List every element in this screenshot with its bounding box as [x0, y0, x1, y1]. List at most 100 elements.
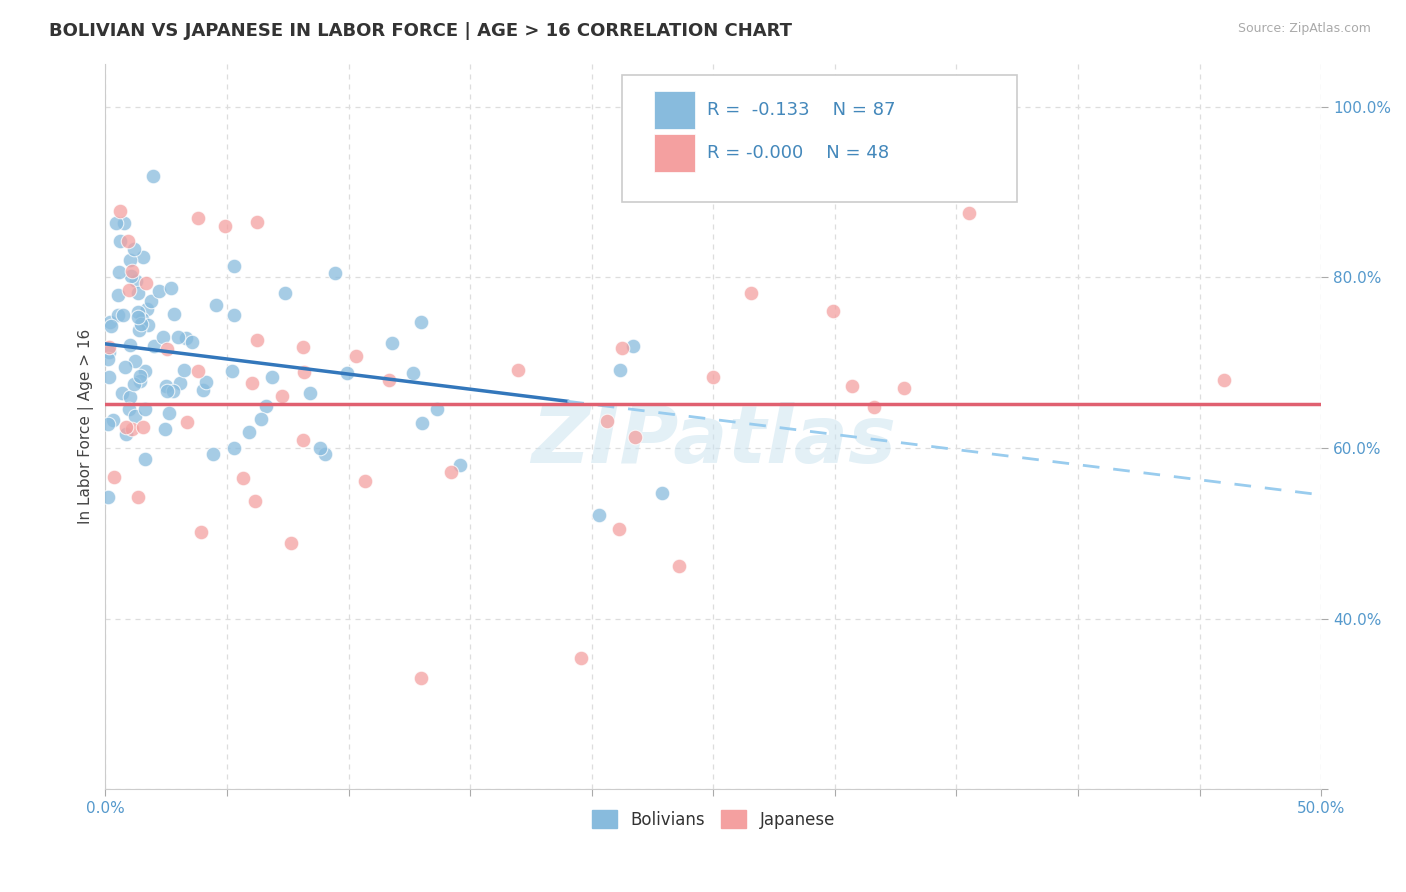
- Point: [323, 266, 346, 280]
- Point: [609, 363, 631, 377]
- Point: [131, 312, 153, 326]
- Point: [169, 376, 191, 390]
- Text: R =  -0.133    N = 87: R = -0.133 N = 87: [707, 101, 896, 119]
- Point: [292, 340, 315, 354]
- Point: [738, 168, 761, 182]
- Point: [128, 323, 150, 337]
- Point: [187, 364, 209, 378]
- Point: [120, 253, 142, 268]
- Point: [205, 298, 228, 312]
- Point: [254, 400, 277, 414]
- Point: [402, 366, 425, 380]
- Point: [157, 406, 180, 420]
- Point: [115, 420, 138, 434]
- Point: [134, 401, 156, 416]
- Point: [221, 364, 243, 378]
- Text: R = -0.000    N = 48: R = -0.000 N = 48: [707, 145, 890, 162]
- Point: [120, 268, 142, 283]
- Point: [97, 352, 120, 367]
- Point: [271, 389, 294, 403]
- Point: [124, 409, 146, 423]
- Point: [122, 376, 145, 391]
- Point: [1213, 373, 1236, 387]
- Point: [336, 367, 359, 381]
- Point: [132, 419, 155, 434]
- Point: [127, 310, 149, 324]
- Y-axis label: In Labor Force | Age > 16: In Labor Force | Age > 16: [79, 329, 94, 524]
- Point: [292, 433, 315, 447]
- Point: [98, 344, 121, 359]
- FancyBboxPatch shape: [654, 91, 695, 128]
- Point: [124, 354, 146, 368]
- Point: [118, 390, 141, 404]
- Point: [107, 287, 129, 301]
- Point: [114, 426, 136, 441]
- Point: [100, 318, 122, 333]
- Point: [111, 308, 134, 322]
- Point: [232, 471, 254, 485]
- Point: [249, 412, 271, 426]
- Point: [195, 375, 218, 389]
- Point: [148, 285, 170, 299]
- Point: [156, 384, 179, 398]
- Point: [131, 250, 153, 264]
- Point: [117, 234, 139, 248]
- Point: [108, 204, 131, 219]
- Point: [409, 315, 432, 329]
- Point: [160, 281, 183, 295]
- Point: [173, 363, 195, 377]
- Point: [273, 286, 295, 301]
- Point: [118, 402, 141, 417]
- Point: [260, 370, 283, 384]
- Point: [105, 216, 128, 230]
- Point: [121, 263, 143, 277]
- Point: [377, 373, 399, 387]
- Point: [108, 235, 131, 249]
- Point: [624, 430, 647, 444]
- Point: [131, 317, 153, 331]
- Point: [176, 415, 198, 429]
- Point: [107, 308, 129, 322]
- Point: [118, 283, 141, 297]
- Point: [163, 306, 186, 320]
- Point: [181, 334, 204, 349]
- Point: [294, 365, 316, 379]
- Point: [668, 559, 690, 574]
- Point: [240, 376, 263, 390]
- Point: [246, 333, 269, 347]
- Point: [134, 452, 156, 467]
- Point: [143, 339, 166, 353]
- Point: [214, 219, 236, 233]
- Point: [702, 369, 724, 384]
- FancyBboxPatch shape: [654, 135, 695, 172]
- Point: [651, 486, 673, 500]
- Point: [101, 413, 124, 427]
- Point: [103, 470, 125, 484]
- Text: ZIPatlas: ZIPatlas: [531, 402, 896, 480]
- Point: [135, 276, 157, 290]
- Point: [152, 330, 174, 344]
- Text: BOLIVIAN VS JAPANESE IN LABOR FORCE | AGE > 16 CORRELATION CHART: BOLIVIAN VS JAPANESE IN LABOR FORCE | AG…: [49, 22, 792, 40]
- Point: [190, 524, 212, 539]
- Point: [344, 350, 367, 364]
- Point: [201, 447, 224, 461]
- Point: [863, 400, 886, 414]
- Point: [156, 342, 179, 356]
- Point: [588, 508, 610, 522]
- Point: [222, 442, 245, 456]
- Point: [97, 491, 120, 505]
- Point: [381, 336, 404, 351]
- Point: [98, 340, 121, 354]
- Point: [129, 374, 152, 388]
- Point: [187, 211, 209, 225]
- Point: [610, 341, 633, 355]
- Point: [114, 359, 136, 374]
- Point: [821, 303, 844, 318]
- Point: [97, 417, 120, 432]
- Point: [449, 458, 471, 472]
- Point: [298, 386, 321, 401]
- Point: [426, 401, 449, 416]
- Point: [957, 206, 980, 220]
- Point: [191, 383, 214, 397]
- Point: [108, 265, 131, 279]
